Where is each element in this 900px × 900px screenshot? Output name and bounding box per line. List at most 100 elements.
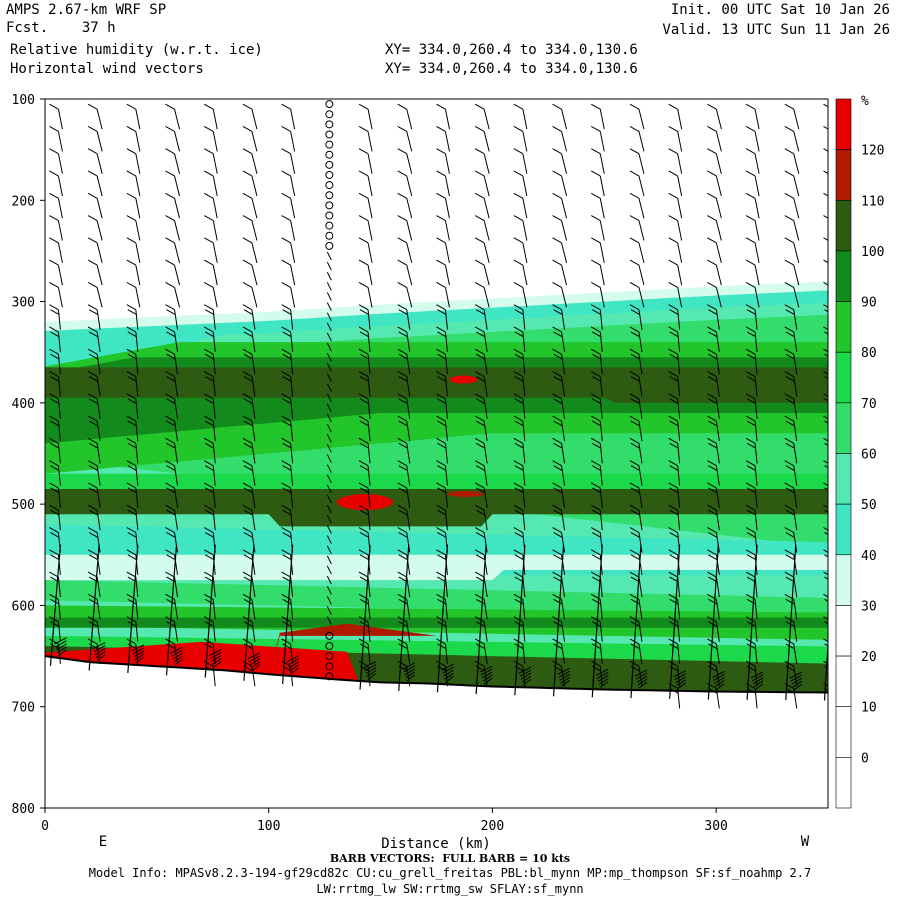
barb-feather — [668, 571, 678, 578]
barb-feather — [629, 437, 640, 444]
barb-feather — [630, 598, 641, 605]
barb-shaft — [444, 309, 448, 330]
barb-feather — [165, 504, 175, 511]
barb-feather — [746, 643, 757, 650]
barb-feather — [203, 660, 214, 667]
barb-feather-low — [92, 642, 106, 650]
barb-feather — [50, 598, 60, 605]
barb-feather — [436, 415, 446, 422]
barb-feather — [513, 148, 524, 155]
barb-feather — [785, 398, 796, 405]
barb-feather — [669, 442, 679, 449]
barb-shaft — [444, 131, 450, 152]
barb-shaft — [483, 354, 488, 375]
barb-feather — [474, 103, 485, 110]
barb-feather — [397, 148, 407, 155]
barb-feather — [669, 554, 679, 561]
barb-feather — [784, 549, 795, 556]
barb-feather — [553, 442, 563, 449]
barb-shaft — [174, 465, 179, 486]
barb-shaft — [367, 487, 371, 508]
barb-shaft — [793, 354, 798, 375]
barb-feather — [668, 215, 678, 221]
barb-shaft — [212, 109, 218, 130]
barb-feather — [397, 571, 407, 578]
barb-feather — [745, 348, 756, 355]
barb-shaft — [677, 487, 681, 508]
barb-feather — [824, 598, 828, 602]
barb-feather — [50, 621, 60, 628]
barb-shaft — [715, 220, 722, 241]
barb-feather — [358, 304, 369, 311]
barb-feather — [87, 460, 98, 467]
barb-feather-low — [250, 661, 261, 669]
barb-feather — [707, 616, 717, 623]
barb-feather — [165, 192, 175, 199]
barb-feather — [745, 192, 756, 199]
barb-feather — [127, 442, 138, 449]
barb-feather — [243, 420, 254, 427]
barb-feather — [397, 192, 407, 199]
barb-shaft — [754, 599, 758, 620]
barb-shaft — [406, 643, 411, 664]
barb-feather — [203, 371, 214, 377]
barb-shaft — [251, 109, 258, 130]
barb-feather — [126, 259, 137, 266]
barb-shaft — [599, 621, 603, 642]
barb-feather-low — [367, 673, 377, 680]
init-time: Init. 00 UTC Sat 10 Jan 26 — [670, 2, 890, 18]
barb-feather — [281, 527, 291, 533]
barb-shaft — [444, 398, 448, 419]
barb-feather-low — [209, 652, 222, 660]
barb-shaft — [677, 331, 681, 353]
barb-feather — [397, 125, 407, 132]
colorbar-label: 60 — [861, 448, 877, 463]
barb-feather — [746, 688, 757, 694]
barb-shaft — [754, 331, 758, 353]
barb-feather — [358, 215, 369, 221]
barb-feather — [49, 571, 59, 578]
barb-shaft — [832, 577, 834, 597]
barb-feather — [592, 376, 602, 382]
barb-shaft — [715, 198, 722, 219]
barb-shaft — [135, 465, 139, 486]
barb-feather — [436, 125, 446, 132]
barb-shaft — [444, 331, 448, 353]
barb-feather — [553, 309, 563, 316]
calm-circle — [325, 211, 334, 220]
calm-circle — [325, 140, 334, 149]
barb-feather — [204, 376, 215, 382]
barb-shaft — [326, 494, 332, 504]
barb-feather — [669, 688, 679, 694]
barb-shaft — [174, 153, 181, 174]
barb-shaft — [290, 398, 294, 419]
barb-shaft — [483, 287, 490, 308]
barb-shaft — [715, 331, 720, 353]
calm-circle — [325, 130, 334, 139]
barb-feather — [630, 465, 641, 472]
barb-feather — [87, 237, 98, 244]
barb-feather — [358, 348, 369, 355]
barb-feather — [204, 398, 215, 405]
barb-feather — [242, 125, 253, 132]
rh-pocket-110-mid — [447, 491, 484, 498]
barb-feather — [629, 148, 640, 155]
calm-circle — [325, 672, 334, 681]
barb-feather — [165, 215, 175, 221]
barb-shaft — [754, 220, 760, 241]
colorbar-box — [835, 351, 852, 404]
barb-feather — [707, 527, 717, 533]
barb-feather-low — [677, 682, 686, 690]
barb-shaft — [599, 465, 603, 486]
barb-shaft — [793, 666, 798, 687]
barb-shaft — [522, 265, 528, 286]
barb-shaft — [212, 175, 218, 197]
barb-feather — [50, 487, 60, 494]
barb-shaft — [522, 242, 528, 263]
barb-shaft — [174, 109, 181, 130]
barb-shaft — [483, 465, 488, 486]
barb-feather — [669, 465, 679, 472]
barb-feather — [745, 415, 756, 422]
barb-shaft — [251, 354, 256, 375]
barb-shaft — [326, 272, 332, 281]
